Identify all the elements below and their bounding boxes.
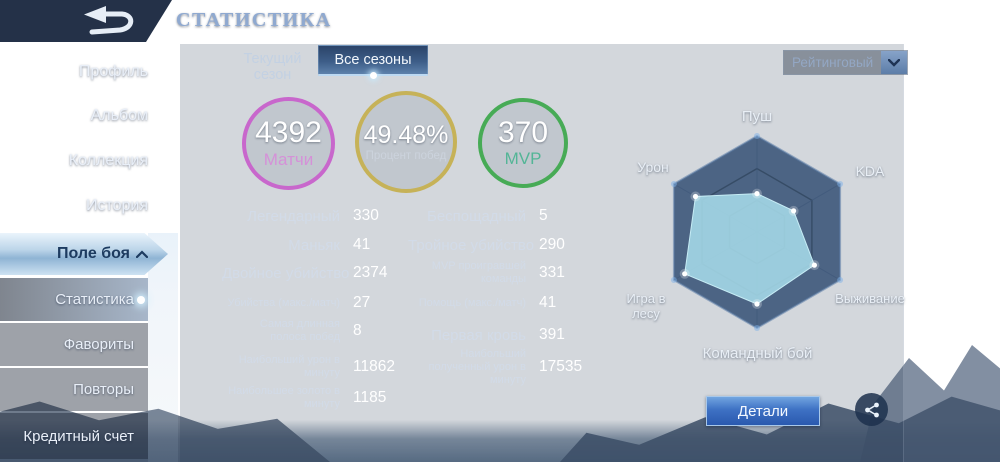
chevron-down-icon (881, 51, 907, 74)
share-button[interactable] (855, 393, 888, 426)
share-icon (864, 402, 879, 417)
replays-label: Повторы (73, 381, 134, 398)
radar-label-jungle: Игра в лесу (626, 291, 666, 321)
back-button[interactable] (70, 4, 146, 36)
stat-row: Легендарный 330 (247, 207, 379, 225)
tab-all-seasons-label: Все сезоны (334, 52, 412, 68)
stat-row: Первая кровь 391 (431, 326, 565, 344)
winrate-label: Процент побед (365, 149, 447, 162)
active-item-glow (137, 295, 145, 304)
matches-value: 4392 (255, 116, 322, 150)
statistics-label: Статистика (55, 291, 134, 308)
matches-label: Матчи (263, 149, 314, 169)
mvp-label: MVP (504, 149, 542, 169)
sidebar-ribbon (148, 233, 178, 462)
sidebar-subitem-credit-score[interactable]: Кредитный счет (0, 413, 148, 459)
sidebar-item-history[interactable]: История (85, 197, 148, 214)
mvp-value: 370 (497, 115, 549, 149)
battlefield-label: Поле боя (57, 245, 130, 262)
sidebar-item-battlefield[interactable]: Поле боя (0, 233, 168, 275)
stat-row: Маньяк 41 (288, 236, 371, 254)
performance-radar-chart (670, 133, 844, 331)
favorites-label: Фавориты (63, 336, 134, 353)
radar-label-kda: KDA (855, 163, 885, 179)
radar-label-teamfight: Командный бой (702, 345, 813, 362)
stat-row: Двойное убийство 2374 (222, 264, 388, 282)
back-arrow-icon (84, 6, 134, 35)
mvp-circle: 370 MVP (478, 98, 568, 188)
page-title: СТАТИСТИКА (176, 9, 332, 31)
radar-label-survival: Выживание (835, 291, 905, 306)
stat-row: Беспощадный 5 (426, 207, 548, 225)
credit-score-label: Кредитный счет (23, 427, 134, 445)
sidebar-subitem-statistics[interactable]: Статистика (0, 278, 148, 321)
tab-all-seasons[interactable]: Все сезоны (318, 45, 428, 79)
mode-dropdown-value: Рейтинговый (792, 55, 874, 70)
mode-dropdown[interactable]: Рейтинговый (783, 50, 908, 75)
stat-row: Помощь (макс./матч) 41 (418, 294, 557, 311)
tab-current-season[interactable]: Текущий сезон (243, 51, 302, 83)
winrate-value: 49.48% (363, 121, 449, 150)
stat-row: Наибольшее золото в минуту 1185 (228, 385, 387, 410)
stat-row: Самая длинная полоса побед 8 (259, 318, 362, 343)
radar-label-push: Пуш (741, 108, 773, 125)
details-button[interactable]: Детали (706, 396, 820, 426)
stat-row: Наибольший урон в минуту 11862 (238, 354, 395, 379)
winrate-circle: 49.48% Процент побед (355, 91, 457, 193)
stat-row: MVP проигравшей команды 331 (431, 260, 565, 285)
sidebar-item-collection[interactable]: Коллекция (68, 152, 148, 169)
header-band (0, 0, 172, 42)
tab-active-indicator (369, 72, 377, 79)
sidebar-item-album[interactable]: Альбом (90, 107, 148, 124)
sidebar-subitem-favorites[interactable]: Фавориты (0, 323, 148, 366)
details-button-label: Детали (737, 402, 789, 420)
stat-row: Тройное убийство 290 (408, 236, 565, 254)
stat-row: Убийства (макс./матч) 27 (227, 294, 371, 311)
radar-label-damage: Урон (637, 159, 669, 175)
sidebar-subitem-replays[interactable]: Повторы (0, 368, 148, 411)
stat-row: Наибольший полученный урон в минуту 17535 (428, 347, 583, 386)
chevron-up-icon (136, 250, 148, 258)
matches-circle: 4392 Матчи (242, 97, 335, 190)
sidebar-item-profile[interactable]: Профиль (78, 63, 148, 80)
